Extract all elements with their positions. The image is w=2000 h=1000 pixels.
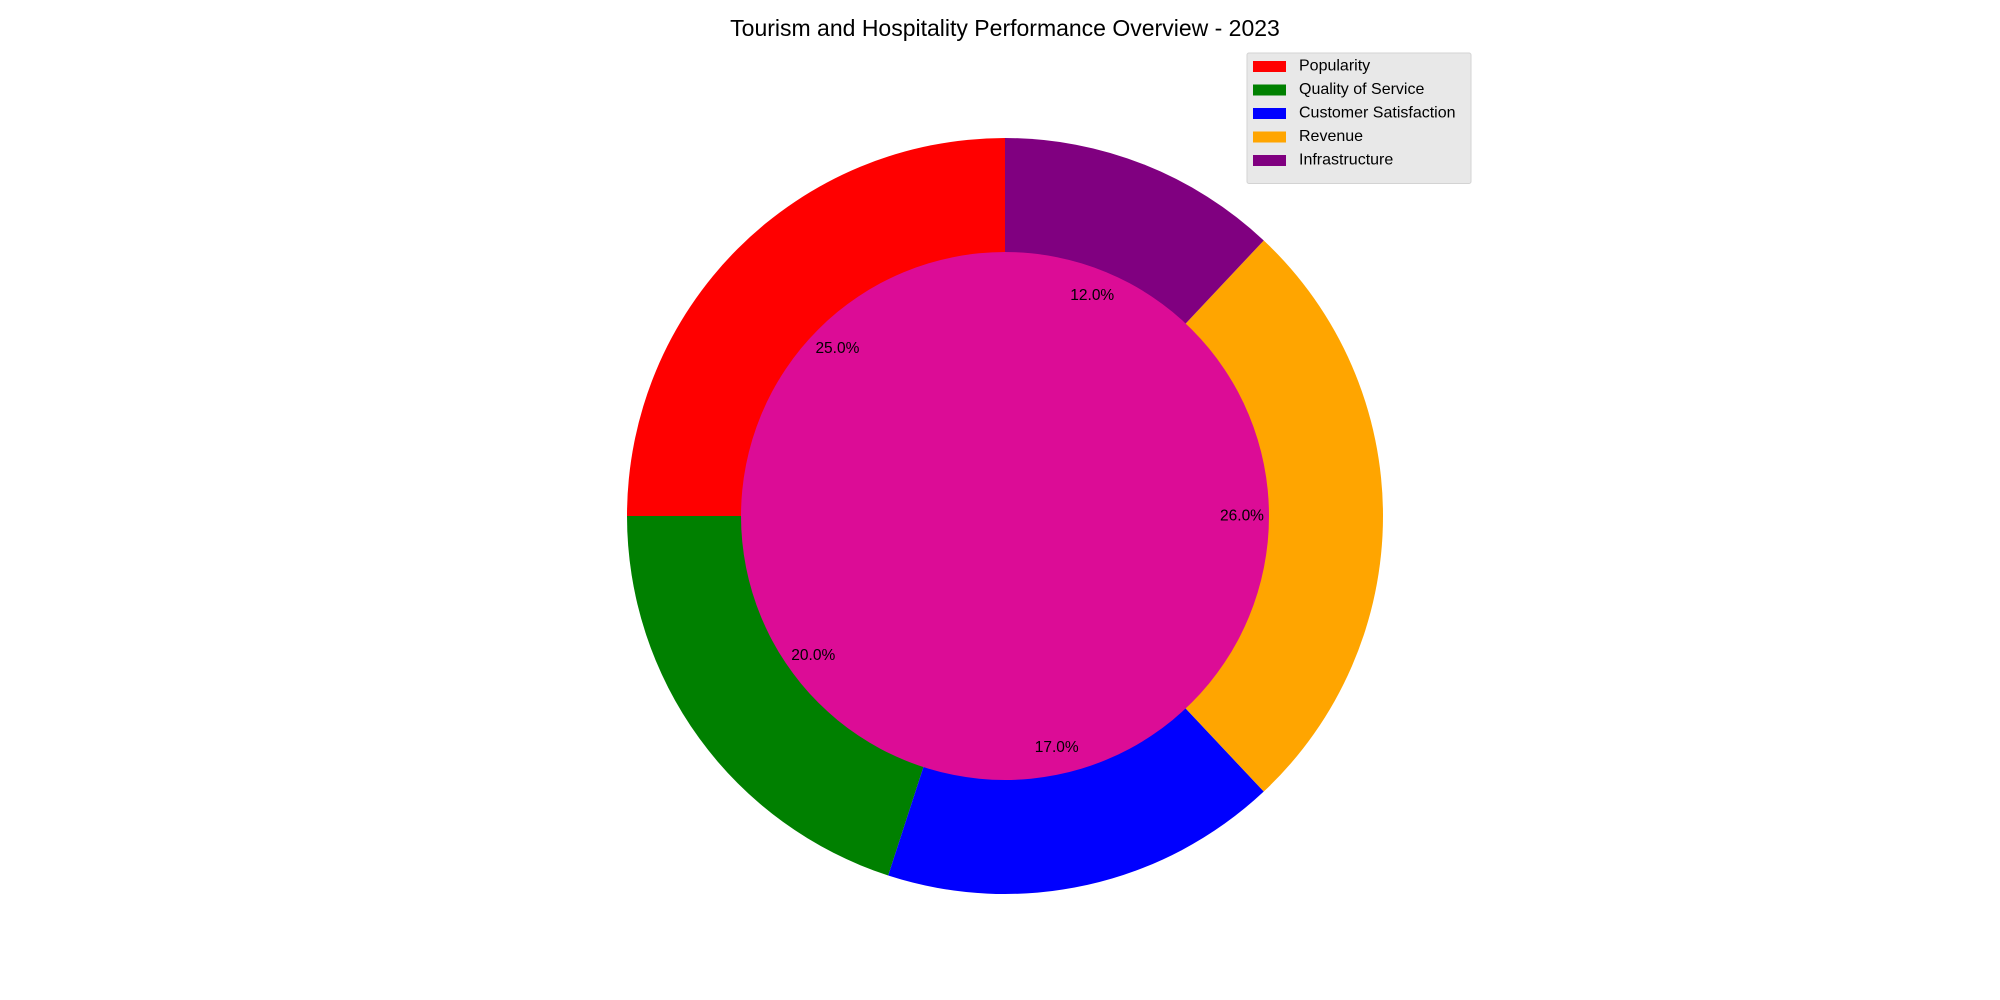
legend-label-quality-of-service: Quality of Service <box>1299 81 1424 98</box>
percent-labels-group: 25.0% 20.0% 17.0% 26.0% 12.0% <box>791 287 1264 756</box>
percent-label-popularity: 25.0% <box>815 340 859 357</box>
legend-frame <box>1246 52 1472 184</box>
legend-swatch-customer-satisfaction <box>1253 108 1286 119</box>
percent-label-customer-satisfaction: 17.0% <box>1035 739 1079 756</box>
legend-swatch-quality-of-service <box>1253 84 1286 96</box>
legend-swatch-infrastructure <box>1253 155 1286 166</box>
percent-label-infrastructure: 12.0% <box>1070 287 1114 304</box>
donut-center <box>741 252 1269 780</box>
legend-label-revenue: Revenue <box>1299 128 1363 145</box>
legend: Popularity Quality of Service Customer Sat… <box>1246 52 1472 184</box>
percent-label-quality-of-service: 20.0% <box>791 647 835 664</box>
legend-swatch-revenue <box>1253 131 1286 143</box>
legend-items: Popularity Quality of Service Customer Sat… <box>1253 58 1456 169</box>
chart-title: Tourism and Hospitality Performance Over… <box>730 15 1280 41</box>
legend-label-customer-satisfaction: Customer Satisfaction <box>1299 105 1456 122</box>
legend-label-infrastructure: Infrastructure <box>1299 152 1393 169</box>
legend-swatch-popularity <box>1253 61 1286 72</box>
percent-label-revenue: 26.0% <box>1220 508 1264 525</box>
legend-label-popularity: Popularity <box>1299 58 1370 75</box>
